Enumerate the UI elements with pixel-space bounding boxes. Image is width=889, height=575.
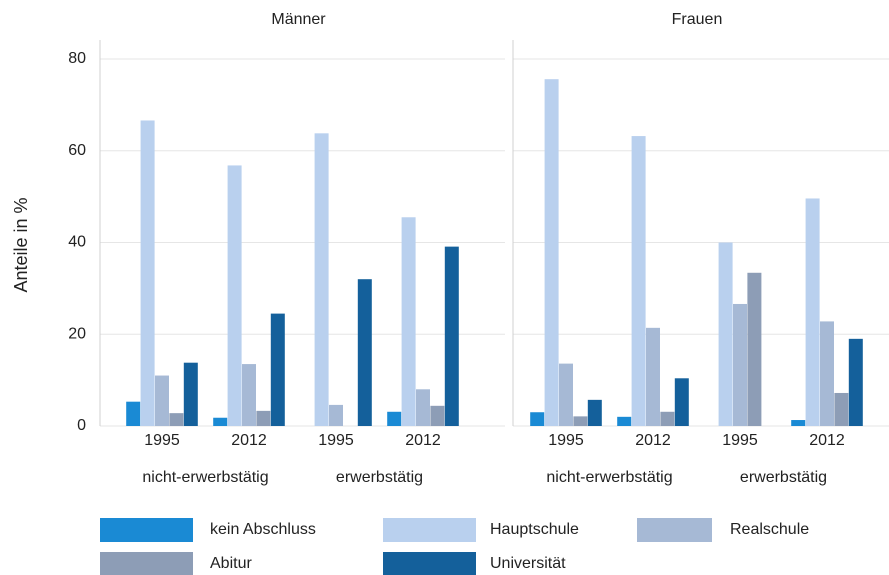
x-tick-label: 2012: [405, 432, 441, 449]
group-label: nicht-erwerbstätig: [142, 469, 268, 486]
x-tick-label: 1995: [548, 432, 584, 449]
bar: [559, 363, 573, 426]
bar: [430, 405, 445, 426]
bar: [674, 378, 689, 426]
bar: [747, 272, 762, 426]
bar: [401, 217, 416, 426]
legend-swatch: [383, 552, 476, 575]
legend-label: kein Abschluss: [210, 521, 316, 538]
bar: [387, 411, 402, 426]
x-tick-label: 1995: [144, 432, 180, 449]
bar: [242, 364, 256, 426]
bar: [646, 327, 660, 426]
bar: [256, 410, 271, 426]
bar: [155, 375, 169, 426]
x-tick-label: 2012: [635, 432, 671, 449]
bar: [544, 79, 559, 426]
legend-swatch: [100, 518, 193, 542]
bar: [416, 389, 430, 426]
y-tick-label: 60: [68, 142, 86, 159]
bar: [227, 165, 242, 426]
legend-label: Hauptschule: [490, 521, 579, 538]
bar: [617, 416, 632, 426]
facet-title: Frauen: [672, 11, 723, 28]
bar: [733, 303, 747, 426]
y-tick-label: 0: [77, 417, 86, 434]
bar: [140, 120, 155, 426]
x-tick-label: 1995: [318, 432, 354, 449]
y-axis-label: Anteile in %: [11, 197, 31, 292]
group-label: erwerbstätig: [336, 469, 423, 486]
bar: [805, 198, 820, 426]
y-tick-label: 80: [68, 50, 86, 67]
bar: [357, 279, 372, 426]
bar: [587, 399, 602, 426]
legend-swatch: [637, 518, 712, 542]
group-label: nicht-erwerbstätig: [546, 469, 672, 486]
y-tick-label: 20: [68, 325, 86, 342]
bar: [791, 420, 806, 426]
legend-label: Realschule: [730, 521, 809, 538]
facet-title: Männer: [271, 11, 326, 28]
x-tick-label: 2012: [231, 432, 267, 449]
bar: [848, 338, 863, 426]
bar: [834, 392, 849, 426]
bar: [573, 416, 588, 426]
x-tick-label: 1995: [722, 432, 758, 449]
bar: [329, 404, 343, 426]
bar: [213, 417, 228, 426]
bar: [169, 413, 184, 426]
bar: [660, 411, 675, 426]
y-tick-label: 40: [68, 234, 86, 251]
bar: [530, 412, 545, 426]
bar: [631, 136, 646, 426]
legend-swatch: [383, 518, 476, 542]
bar: [183, 362, 198, 426]
bar: [314, 133, 329, 426]
legend-swatch: [100, 552, 193, 575]
bar: [270, 313, 285, 426]
bar: [820, 321, 834, 426]
bar: [444, 246, 459, 426]
bar: [126, 401, 141, 426]
group-label: erwerbstätig: [740, 469, 827, 486]
legend-label: Universität: [490, 555, 566, 572]
bar: [718, 242, 733, 426]
legend-label: Abitur: [210, 555, 252, 572]
x-tick-label: 2012: [809, 432, 845, 449]
